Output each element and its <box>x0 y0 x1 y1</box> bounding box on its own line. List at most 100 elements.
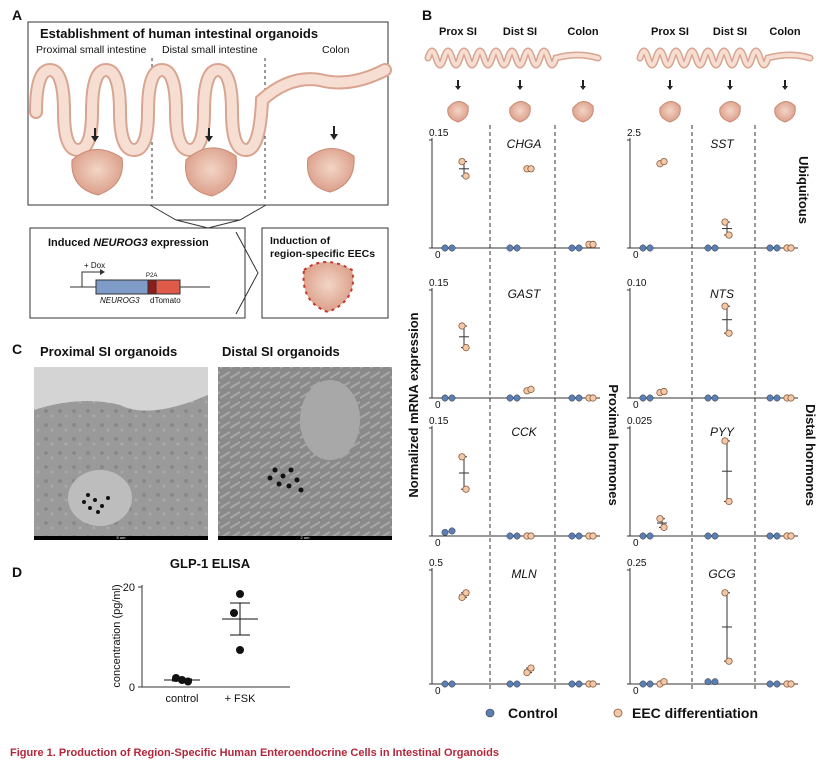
p2a-block <box>147 279 157 295</box>
eec-dot <box>725 329 733 337</box>
legend-swatch <box>485 708 495 718</box>
eec-dot <box>660 158 668 166</box>
legend-label: Control <box>508 705 558 721</box>
control-dot <box>639 244 647 252</box>
panel-title: Establishment of human intestinal organo… <box>40 26 318 41</box>
funnel <box>175 219 241 229</box>
organoid <box>509 101 531 123</box>
gene-label: NTS <box>710 287 734 301</box>
control-dot <box>575 394 583 402</box>
panel-letter: B <box>422 7 432 23</box>
dot <box>236 590 244 598</box>
region-label: Proximal small intestine <box>36 44 146 56</box>
column-header: Colon <box>769 26 800 38</box>
arrow <box>782 80 788 90</box>
group-label: Ubiquitous <box>796 156 811 224</box>
control-dot <box>704 532 712 540</box>
y-tick-label: 0 <box>633 538 639 549</box>
y-tick-label: 0.10 <box>627 278 647 289</box>
group-label: Proximal hormones <box>606 384 621 505</box>
control-dot <box>646 532 654 540</box>
control-dot <box>448 527 456 535</box>
eec-dot <box>458 453 466 461</box>
text: NEUROG3 <box>93 237 147 249</box>
dot <box>230 609 238 617</box>
column-header: Colon <box>567 26 598 38</box>
control-dot <box>441 680 449 688</box>
organoid <box>302 261 354 314</box>
scale-label: 5 um <box>117 535 127 540</box>
scale-bar <box>218 536 392 540</box>
organoid <box>774 101 796 123</box>
box-title: region-specific EECs <box>270 248 375 260</box>
control-dot <box>513 244 521 252</box>
eec-dot <box>660 523 668 531</box>
panel-letter: A <box>12 7 22 23</box>
eec-dot <box>523 668 531 677</box>
column-header: Dist SI <box>713 26 747 38</box>
gene-label: NEUROG3 <box>100 296 140 305</box>
eec-dot <box>787 680 795 688</box>
micrograph-lumen <box>34 367 208 411</box>
y-tick-label: 0.15 <box>429 278 449 289</box>
control-dot <box>506 532 514 540</box>
eec-dot <box>589 532 597 540</box>
scale-label: 2 um <box>301 535 311 540</box>
eec-dot <box>656 515 664 523</box>
region-label: Distal small intestine <box>162 44 258 56</box>
control-dot <box>773 680 781 688</box>
organoid <box>185 147 237 197</box>
control-dot <box>704 394 712 402</box>
control-dot <box>513 532 521 540</box>
control-dot <box>711 394 719 402</box>
control-dot <box>441 528 449 536</box>
control-dot <box>639 394 647 402</box>
image-label: Distal SI organoids <box>222 344 340 359</box>
control-dot <box>704 678 712 686</box>
axes: 0 20 control + FSK <box>123 582 290 705</box>
arrow <box>580 80 586 90</box>
panel-letter: D <box>12 564 22 580</box>
eec-dot <box>721 302 729 310</box>
control-dot <box>711 532 719 540</box>
box-title: Induction of <box>270 235 331 247</box>
p2a-label: P2A <box>146 273 157 279</box>
eec-dot <box>660 678 668 686</box>
control-dot <box>568 680 576 688</box>
control-dot <box>575 680 583 688</box>
intestine <box>638 49 812 67</box>
eec-dot <box>660 387 668 396</box>
arrow <box>667 80 673 90</box>
column-header: Prox SI <box>651 26 689 38</box>
reporter-label: dTomato <box>150 296 181 305</box>
control-dot <box>441 244 449 252</box>
control-dot <box>513 394 521 402</box>
y-tick-label: 0.25 <box>627 558 647 569</box>
control-dot <box>646 244 654 252</box>
y-axis-label: concentration (pg/ml) <box>111 584 123 687</box>
intestine <box>426 49 600 67</box>
eec-dot <box>721 218 729 226</box>
control-dot <box>773 394 781 402</box>
eec-dot <box>458 322 466 330</box>
eec-dot <box>462 589 470 597</box>
control-dot <box>711 244 719 252</box>
arrow <box>727 80 733 90</box>
control-dot <box>506 394 514 402</box>
legend-label: EEC differentiation <box>632 705 758 721</box>
granules <box>82 493 110 514</box>
y-tick-label: 0 <box>435 538 441 549</box>
organoid <box>71 149 123 196</box>
y-tick-label: 0 <box>633 686 639 697</box>
caption: Figure 1. Production of Region-Specific … <box>10 747 499 759</box>
reporter-block <box>155 279 181 295</box>
control-dot <box>448 244 456 252</box>
gene-label: PYY <box>710 425 735 439</box>
eec-dot <box>458 158 466 166</box>
y-tick-label: 0 <box>633 400 639 411</box>
organoid <box>572 101 594 123</box>
text: Induced <box>48 237 93 249</box>
text: expression <box>148 237 209 249</box>
control-dot <box>513 680 521 688</box>
dot <box>236 646 244 654</box>
